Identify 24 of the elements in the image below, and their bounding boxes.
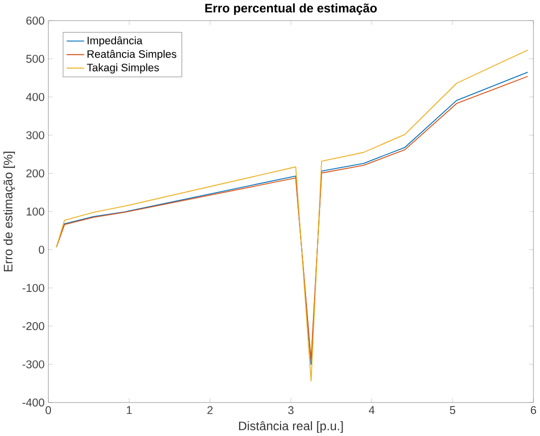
- y-tick-label: 100: [26, 207, 44, 216]
- legend-label: Takagi Simples: [86, 63, 159, 74]
- y-tick-label: 500: [26, 54, 44, 63]
- y-tick-label: 300: [26, 131, 44, 140]
- x-axis-title: Distância real [p.u.]: [239, 421, 343, 433]
- x-tick-label: 3: [288, 406, 294, 414]
- x-tick-label: 1: [126, 406, 132, 414]
- x-tick-label: 0: [46, 406, 52, 414]
- y-tick-label: 600: [26, 16, 44, 25]
- x-tick-label: 6: [530, 406, 536, 414]
- y-tick-label: 0: [38, 246, 44, 254]
- y-tick-label: -100: [22, 284, 44, 292]
- y-tick-label: 400: [26, 92, 44, 101]
- x-tick-label: 2: [207, 406, 213, 414]
- x-tick-label: 5: [450, 406, 456, 414]
- y-tick-label: -200: [22, 322, 44, 330]
- legend-label: Impedância: [88, 36, 143, 46]
- legend-label: Reatância Simples: [88, 50, 176, 60]
- y-tick-label: -400: [22, 398, 44, 406]
- y-tick-label: -300: [22, 360, 44, 368]
- x-tick-label: 4: [368, 406, 375, 414]
- chart-title: Erro percentual de estimação: [205, 3, 377, 15]
- y-axis-title: Erro de estimação [%]: [3, 152, 15, 272]
- y-tick-label: 200: [26, 169, 44, 178]
